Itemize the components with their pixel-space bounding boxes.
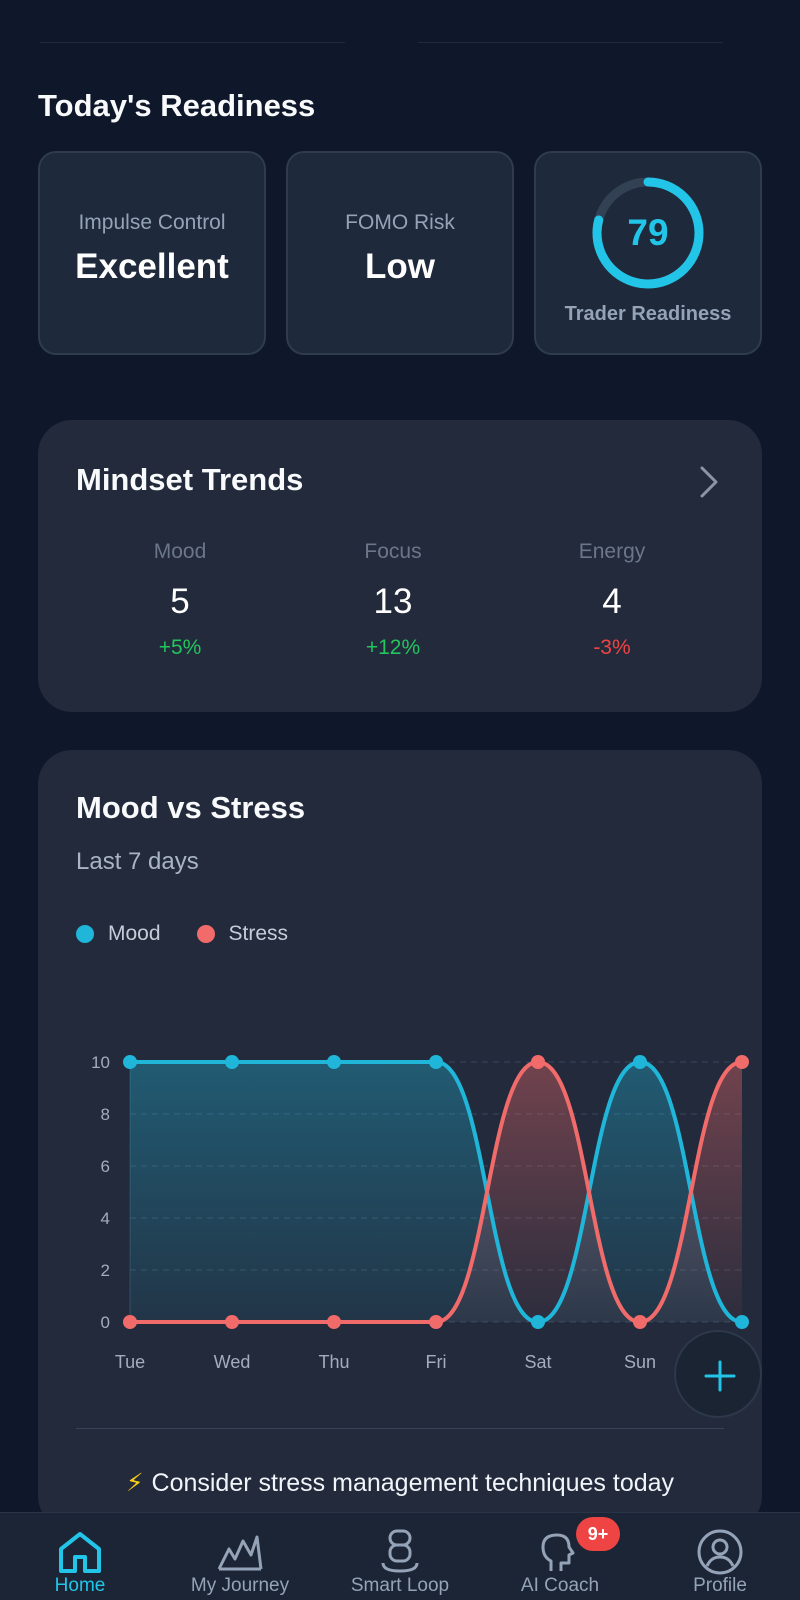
- chart-legend: Mood Stress: [76, 922, 324, 946]
- mood-vs-stress-card: Mood vs Stress Last 7 days Mood Stress 0…: [38, 750, 762, 1530]
- mood-line: [129, 1059, 743, 1325]
- divider-left: [40, 42, 345, 43]
- readiness-title: Today's Readiness: [38, 88, 316, 123]
- tab-label: Smart Loop: [350, 1575, 450, 1596]
- metric-label: Focus: [364, 540, 422, 563]
- stress-area: [130, 1062, 742, 1322]
- stress-line: [129, 1059, 743, 1325]
- legend-stress-swatch: [196, 925, 215, 943]
- top-dividers: [40, 42, 760, 43]
- metric-change: +12%: [365, 636, 421, 659]
- mindset-trends-title: Mindset Trends: [76, 462, 304, 497]
- stress-point: [429, 1315, 443, 1329]
- mood-point: [633, 1055, 647, 1069]
- plus-icon: [704, 1360, 736, 1392]
- tab-smart-loop[interactable]: Smart Loop: [320, 1513, 480, 1600]
- x-tick-label: Sat: [524, 1352, 551, 1372]
- readiness-score-label: Trader Readiness: [564, 303, 732, 325]
- tab-label: My Journey: [190, 1575, 290, 1596]
- home-icon: [59, 1532, 101, 1573]
- notification-badge: 9+: [576, 1517, 620, 1551]
- x-tick-label: Fri: [426, 1352, 447, 1372]
- fomo-risk-label: FOMO Risk: [345, 211, 455, 234]
- mood-point: [327, 1055, 341, 1069]
- x-tick-label: Wed: [214, 1352, 251, 1372]
- x-tick-label: Tue: [115, 1352, 145, 1372]
- tab-label: AI Coach: [520, 1575, 600, 1596]
- tip-label: Consider stress management techniques to…: [151, 1469, 675, 1497]
- mood-point: [123, 1055, 137, 1069]
- smart-loop-icon: [381, 1529, 419, 1573]
- profile-icon: [697, 1529, 743, 1575]
- impulse-control-label: Impulse Control: [78, 211, 226, 234]
- y-tick-label: 6: [101, 1157, 110, 1176]
- legend-mood-swatch: [76, 925, 94, 943]
- readiness-gauge: 79: [590, 175, 706, 291]
- stress-point: [633, 1315, 647, 1329]
- metric-change: +5%: [158, 636, 202, 659]
- fomo-risk-card[interactable]: FOMO Risk Low: [286, 151, 514, 355]
- metric-change: -3%: [593, 636, 631, 659]
- legend-stress: Stress: [196, 922, 289, 946]
- tab-ai-coach[interactable]: 9+ AI Coach: [480, 1513, 640, 1600]
- stress-point: [327, 1315, 341, 1329]
- ai-coach-icon: [541, 1533, 575, 1571]
- tab-my-journey[interactable]: My Journey: [160, 1513, 320, 1600]
- metric-energy: Energy 4 -3%: [512, 540, 712, 660]
- tab-profile[interactable]: Profile: [640, 1513, 800, 1600]
- chevron-right-icon[interactable]: [694, 462, 724, 502]
- stress-point: [123, 1315, 137, 1329]
- stress-point: [735, 1055, 749, 1069]
- mood-point: [429, 1055, 443, 1069]
- chart-divider: [76, 1428, 724, 1429]
- tip-text: ⚡ Consider stress management techniques t…: [38, 1468, 762, 1498]
- metric-focus: Focus 13 +12%: [293, 540, 493, 660]
- mood-stress-chart: 0 2 4 6 8 10 Tue Wed Thu Fri Sat Sun: [91, 1053, 749, 1372]
- metric-label: Mood: [153, 540, 207, 563]
- mood-point: [531, 1315, 545, 1329]
- gauge-arc: [592, 177, 704, 289]
- journey-icon: [217, 1535, 263, 1571]
- y-tick-label: 4: [101, 1209, 110, 1228]
- metric-value: 5: [170, 582, 190, 621]
- mood-chart-title: Mood vs Stress: [76, 790, 306, 825]
- x-tick-label: Sun: [624, 1352, 656, 1372]
- lightning-icon: ⚡: [125, 1469, 144, 1497]
- impulse-control-value: Excellent: [75, 247, 229, 286]
- mood-point: [225, 1055, 239, 1069]
- impulse-control-card[interactable]: Impulse Control Excellent: [38, 151, 266, 355]
- legend-mood: Mood: [76, 922, 161, 946]
- trader-readiness-card[interactable]: 79 Trader Readiness: [534, 151, 762, 355]
- stress-point: [531, 1055, 545, 1069]
- y-tick-label: 10: [91, 1053, 110, 1072]
- add-entry-button[interactable]: [674, 1330, 762, 1418]
- legend-stress-label: Stress: [228, 922, 289, 945]
- metric-value: 13: [373, 582, 413, 621]
- mood-point: [735, 1315, 749, 1329]
- mood-chart-subtitle: Last 7 days: [76, 848, 199, 875]
- divider-right: [418, 42, 723, 43]
- stress-point: [225, 1315, 239, 1329]
- readiness-score: 79: [627, 212, 669, 253]
- metric-mood: Mood 5 +5%: [80, 540, 280, 660]
- x-tick-label: Thu: [318, 1352, 349, 1372]
- metric-value: 4: [602, 582, 622, 621]
- mindset-trends-card[interactable]: Mindset Trends Mood 5 +5% Focus 13 +12% …: [38, 420, 762, 712]
- tab-home[interactable]: Home: [0, 1513, 160, 1600]
- bottom-tab-bar: Home My Journey Smart Loop 9+ AI Coach P…: [0, 1512, 800, 1600]
- y-tick-label: 0: [101, 1313, 110, 1332]
- tab-label: Home: [54, 1575, 106, 1596]
- fomo-risk-value: Low: [365, 247, 435, 286]
- y-tick-label: 8: [101, 1105, 110, 1124]
- mood-area: [130, 1062, 742, 1322]
- y-tick-label: 2: [101, 1261, 110, 1280]
- legend-mood-label: Mood: [108, 922, 161, 945]
- metric-label: Energy: [578, 540, 646, 563]
- tab-label: Profile: [693, 1575, 747, 1596]
